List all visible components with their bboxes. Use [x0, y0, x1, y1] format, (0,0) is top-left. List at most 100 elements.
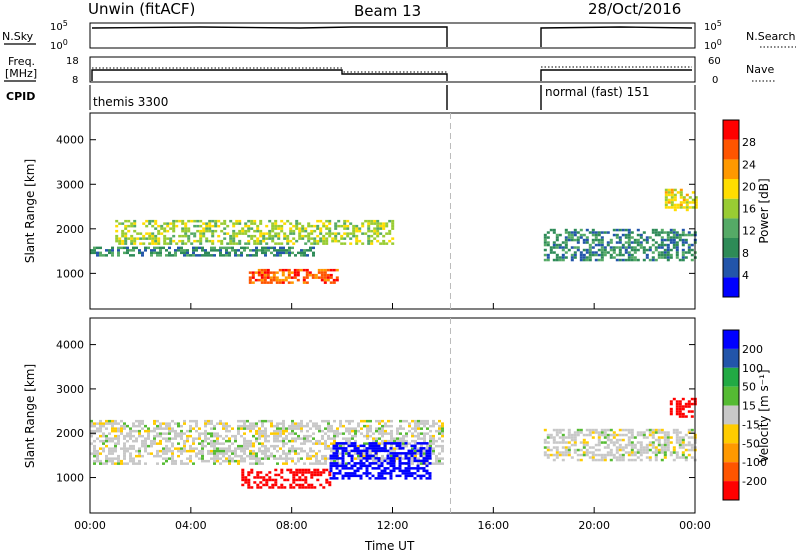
- echo-cell: [555, 428, 559, 432]
- echo-cell: [377, 477, 381, 480]
- echo-cell: [159, 449, 162, 453]
- echo-cell: [570, 246, 574, 249]
- echo-cell: [404, 469, 408, 473]
- echo-cell: [576, 458, 580, 462]
- echo-cell: [249, 457, 252, 460]
- echo-cell: [348, 439, 351, 443]
- echo-cell: [365, 474, 369, 478]
- echo-cell: [651, 243, 655, 247]
- echo-cell: [669, 236, 673, 239]
- echo-cell: [93, 459, 96, 463]
- echo-cell: [280, 471, 284, 474]
- echo-cell: [633, 248, 637, 252]
- sky-left-tick-top: 105: [50, 19, 68, 33]
- echo-cell: [329, 464, 333, 468]
- echo-cell: [102, 462, 105, 465]
- echo-cell: [380, 469, 384, 473]
- echo-cell: [555, 448, 559, 452]
- echo-cell: [96, 457, 99, 460]
- echo-cell: [145, 232, 149, 235]
- echo-cell: [313, 229, 317, 233]
- echo-cell: [357, 429, 360, 433]
- echo-cell: [627, 246, 631, 249]
- echo-cell: [380, 472, 384, 475]
- echo-cell: [672, 231, 676, 234]
- echo-cell: [417, 437, 420, 440]
- echo-cell: [597, 433, 601, 437]
- y-tick-label: 1000: [56, 472, 84, 485]
- echo-cell: [351, 419, 354, 423]
- echo-cell: [219, 449, 222, 453]
- echo-cell: [345, 452, 348, 455]
- echo-cell: [422, 459, 426, 463]
- echo-cell: [316, 478, 320, 482]
- echo-cell: [252, 442, 255, 445]
- echo-cell: [399, 419, 402, 423]
- echo-cell: [681, 251, 685, 254]
- echo-cell: [351, 437, 354, 440]
- echo-cell: [666, 441, 670, 444]
- echo-cell: [255, 432, 258, 435]
- echo-cell: [690, 431, 694, 434]
- echo-cell: [335, 278, 339, 282]
- echo-cell: [316, 471, 320, 474]
- echo-cell: [108, 437, 111, 440]
- echo-cell: [414, 434, 417, 438]
- echo-cell: [678, 415, 682, 418]
- echo-cell: [328, 471, 332, 474]
- echo-cell: [289, 483, 293, 487]
- echo-cell: [330, 449, 333, 453]
- echo-cell: [183, 254, 186, 257]
- echo-cell: [353, 469, 357, 473]
- echo-cell: [180, 424, 183, 428]
- colorbar-swatch: [723, 443, 739, 463]
- echo-cell: [663, 446, 667, 449]
- echo-cell: [385, 222, 389, 225]
- colorbar-tick-label: 12: [742, 225, 756, 238]
- echo-cell: [627, 436, 631, 439]
- echo-cell: [335, 464, 339, 468]
- echo-cell: [576, 241, 580, 244]
- echo-cell: [234, 439, 237, 443]
- colorbar-swatch: [723, 481, 739, 500]
- echo-cell: [198, 432, 201, 435]
- echo-cell: [328, 222, 332, 225]
- echo-cell: [247, 234, 251, 238]
- echo-cell: [295, 473, 299, 477]
- echo-cell: [399, 424, 402, 428]
- echo-cell: [252, 422, 255, 425]
- echo-cell: [336, 427, 339, 430]
- echo-cell: [252, 457, 255, 460]
- echo-cell: [303, 437, 306, 440]
- echo-cell: [214, 222, 218, 225]
- echo-cell: [189, 449, 192, 453]
- echo-cell: [331, 232, 335, 235]
- echo-cell: [307, 483, 311, 487]
- echo-cell: [573, 231, 577, 234]
- echo-cell: [606, 428, 610, 432]
- echo-cell: [685, 206, 689, 209]
- echo-cell: [687, 448, 691, 452]
- echo-cell: [241, 229, 245, 233]
- echo-cell: [147, 432, 150, 435]
- echo-cell: [685, 208, 689, 212]
- echo-cell: [278, 281, 282, 284]
- echo-cell: [303, 254, 306, 257]
- echo-cell: [618, 251, 622, 254]
- echo-cell: [609, 428, 613, 432]
- echo-cell: [416, 464, 420, 468]
- echo-cell: [115, 237, 119, 240]
- echo-cell: [210, 449, 213, 453]
- echo-cell: [220, 239, 224, 243]
- echo-cell: [407, 474, 411, 478]
- echo-cell: [660, 236, 664, 239]
- echo-cell: [405, 439, 408, 443]
- echo-cell: [114, 444, 117, 448]
- echo-cell: [411, 459, 414, 463]
- echo-cell: [391, 222, 395, 225]
- echo-cell: [234, 254, 237, 257]
- echo-cell: [564, 241, 568, 244]
- echo-cell: [672, 238, 676, 242]
- echo-cell: [216, 459, 219, 463]
- echo-cell: [639, 446, 643, 449]
